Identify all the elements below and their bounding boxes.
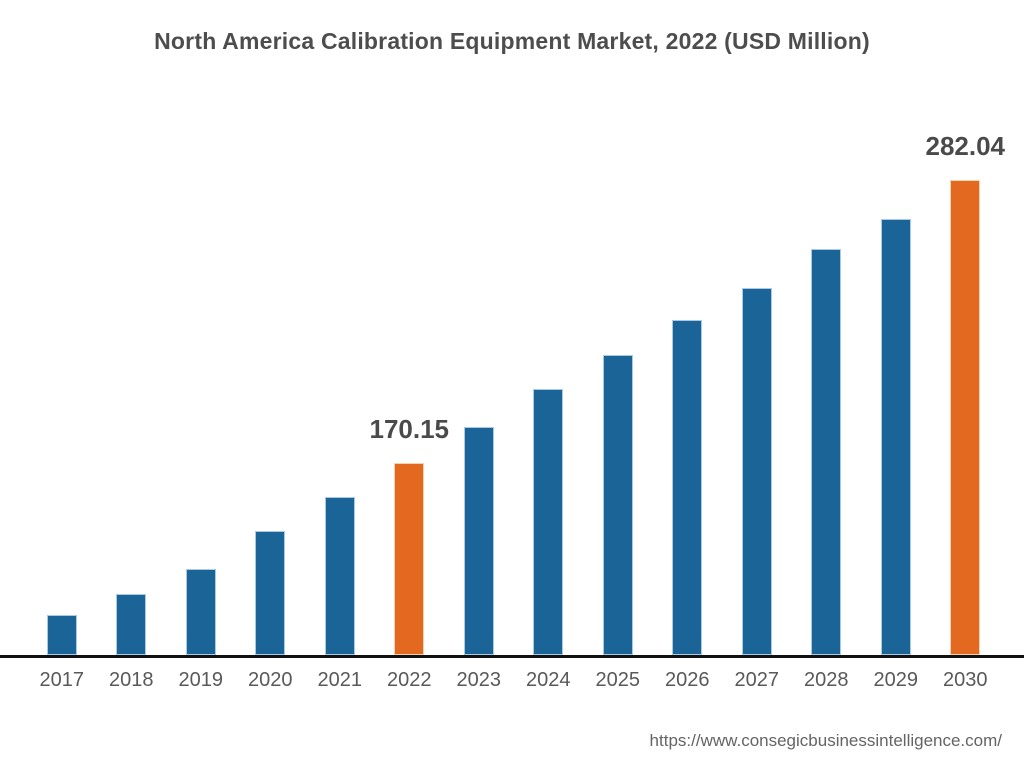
x-tick-2023: 2023 bbox=[456, 669, 502, 691]
x-tick-2019: 2019 bbox=[178, 669, 224, 691]
bar-2021 bbox=[324, 497, 355, 655]
x-tick-2022: 2022 bbox=[387, 669, 432, 691]
data-label-2030: 282.04 bbox=[925, 131, 1006, 161]
bar-column-2021 bbox=[305, 140, 375, 655]
bar-2024 bbox=[533, 389, 564, 655]
bar-column-2024 bbox=[514, 140, 584, 655]
bar-column-2030: 282.04 bbox=[925, 131, 1005, 655]
x-tick-2028: 2028 bbox=[804, 669, 849, 691]
x-tick-2029: 2029 bbox=[873, 669, 919, 691]
bar-column-2023 bbox=[444, 140, 514, 655]
bar-column-2028 bbox=[792, 140, 862, 655]
x-tick-2025: 2025 bbox=[595, 669, 641, 691]
x-axis-tick-row: 2017 2018 2019 2020 2021 2022 2023 2024 2025 2026… bbox=[27, 669, 1000, 692]
x-tick-2018: 2018 bbox=[109, 669, 154, 691]
bar-2029 bbox=[880, 219, 911, 655]
bar-2030-highlighted bbox=[950, 180, 981, 655]
bar-column-2022: 170.15 bbox=[369, 140, 449, 655]
bar-column-2029 bbox=[861, 140, 931, 655]
bar-2019 bbox=[185, 569, 216, 655]
bar-2020 bbox=[255, 531, 286, 655]
bar-2025 bbox=[602, 355, 633, 655]
bar-column-2026 bbox=[653, 140, 723, 655]
source-url: https://www.consegicbusinessintelligence… bbox=[649, 731, 1002, 750]
bar-2026 bbox=[672, 320, 703, 655]
x-tick-2017: 2017 bbox=[39, 669, 85, 691]
bar-2022-highlighted bbox=[394, 463, 425, 655]
plot-area: 170.15 282.04 bbox=[27, 131, 1005, 655]
bar-column-2020 bbox=[236, 140, 306, 655]
bar-2017 bbox=[46, 615, 77, 655]
bar-column-2019 bbox=[166, 140, 236, 655]
x-tick-2030: 2030 bbox=[943, 669, 988, 691]
bar-column-2025 bbox=[583, 140, 653, 655]
data-label-2022: 170.15 bbox=[369, 414, 450, 444]
chart-title: North America Calibration Equipment Mark… bbox=[154, 28, 870, 54]
bar-column-2017 bbox=[27, 140, 97, 655]
x-tick-2020: 2020 bbox=[248, 669, 293, 691]
bar-2027 bbox=[741, 288, 772, 655]
x-tick-2026: 2026 bbox=[665, 669, 710, 691]
bar-2023 bbox=[463, 427, 494, 655]
bar-2018 bbox=[116, 594, 147, 655]
x-axis-line bbox=[0, 655, 1024, 658]
x-tick-2024: 2024 bbox=[526, 669, 571, 691]
x-tick-2027: 2027 bbox=[734, 669, 780, 691]
bar-column-2018 bbox=[97, 140, 167, 655]
bar-2028 bbox=[811, 249, 842, 655]
bar-column-2027 bbox=[722, 140, 792, 655]
x-tick-2021: 2021 bbox=[317, 669, 363, 691]
